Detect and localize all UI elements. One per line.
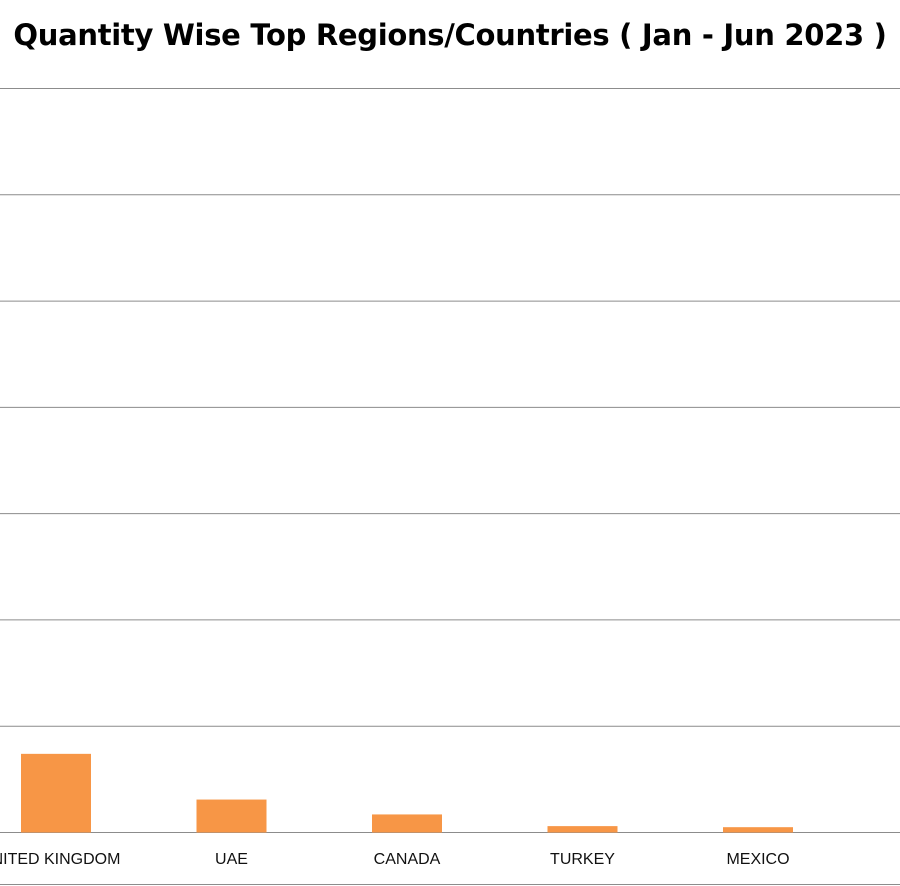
category-label: CANADA xyxy=(374,851,441,868)
category-label: UAE xyxy=(215,851,248,868)
bar-nited-kingdom xyxy=(21,753,91,833)
bar-uae xyxy=(196,799,267,833)
category-label: MEXICO xyxy=(726,851,789,868)
bar-mexico xyxy=(723,827,793,833)
category-label: NITED KINGDOM xyxy=(0,851,120,868)
gridlines xyxy=(0,88,900,885)
bar-turkey xyxy=(547,826,618,833)
bars xyxy=(21,753,793,833)
category-labels: NITED KINGDOMUAECANADATURKEYMEXICOA xyxy=(0,851,790,868)
bar-canada xyxy=(372,814,442,833)
category-label: TURKEY xyxy=(550,851,615,868)
chart-title: Quantity Wise Top Regions/Countries ( Ja… xyxy=(13,18,887,52)
